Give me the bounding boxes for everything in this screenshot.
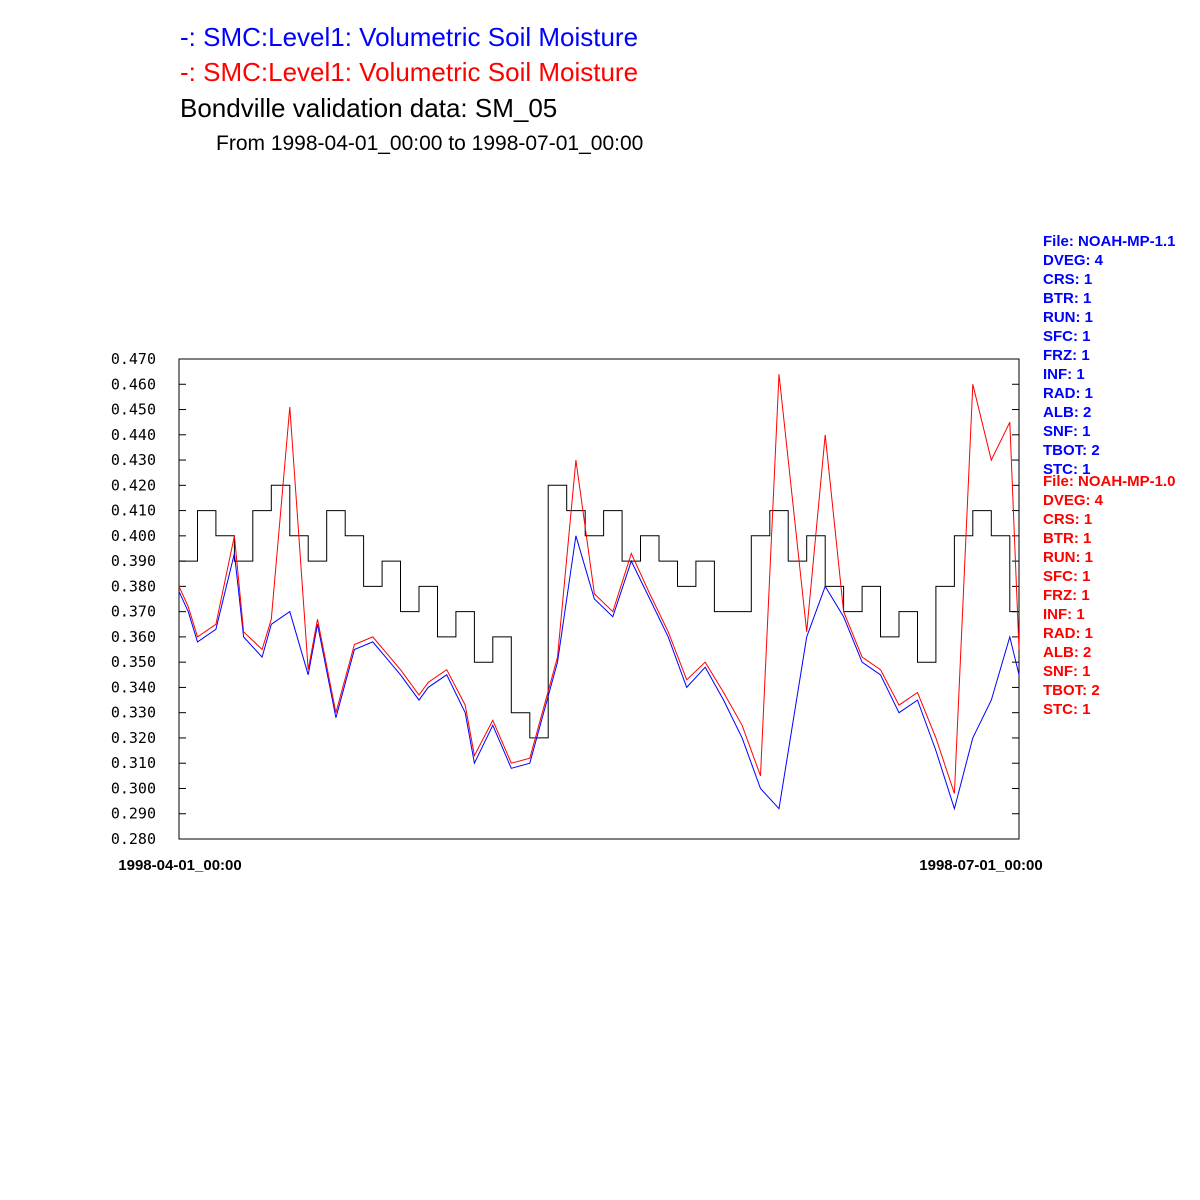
- legend-line: SFC: 1: [1043, 568, 1091, 585]
- y-tick-label: 0.460: [111, 375, 156, 393]
- series-1-title: -: SMC:Level1: Volumetric Soil Moisture: [180, 22, 639, 52]
- legend-line: RUN: 1: [1043, 309, 1094, 326]
- chart-subtitle: From 1998-04-01_00:00 to 1998-07-01_00:0…: [216, 132, 644, 155]
- series-2-title: -: SMC:Level1: Volumetric Soil Moisture: [180, 57, 639, 87]
- y-tick-label: 0.400: [111, 527, 156, 545]
- legend-line: STC: 1: [1043, 701, 1091, 718]
- y-tick-label: 0.420: [111, 476, 156, 494]
- x-tick-label: 1998-04-01_00:00: [118, 857, 241, 874]
- legend-line: CRS: 1: [1043, 271, 1093, 288]
- legend-line: SNF: 1: [1043, 663, 1091, 680]
- legend-line: DVEG: 4: [1043, 492, 1104, 509]
- legend-line: File: NOAH-MP-1.0: [1043, 473, 1176, 490]
- y-tick-label: 0.330: [111, 704, 156, 722]
- legend-line: SNF: 1: [1043, 423, 1091, 440]
- series-line-1: [178, 535, 1020, 811]
- legend-line: RUN: 1: [1043, 549, 1094, 566]
- y-tick-label: 0.360: [111, 628, 156, 646]
- legend-line: ALB: 2: [1043, 644, 1092, 661]
- x-tick-label: 1998-07-01_00:00: [919, 857, 1042, 874]
- legend-line: SFC: 1: [1043, 328, 1091, 345]
- y-tick-label: 0.320: [111, 729, 156, 747]
- legend-line: INF: 1: [1043, 366, 1085, 383]
- series-line-2: [178, 374, 1020, 794]
- legend-line: CRS: 1: [1043, 511, 1093, 528]
- legend-line: RAD: 1: [1043, 385, 1094, 402]
- y-tick-label: 0.290: [111, 805, 156, 823]
- y-tick-label: 0.300: [111, 779, 156, 797]
- y-tick-label: 0.370: [111, 603, 156, 621]
- y-tick-label: 0.340: [111, 678, 156, 696]
- legend-line: BTR: 1: [1043, 290, 1092, 307]
- legend-line: ALB: 2: [1043, 404, 1092, 421]
- legend-line: FRZ: 1: [1043, 587, 1090, 604]
- y-tick-label: 0.350: [111, 653, 156, 671]
- y-tick-label: 0.280: [111, 830, 156, 848]
- legend-line: INF: 1: [1043, 606, 1085, 623]
- y-tick-label: 0.390: [111, 552, 156, 570]
- legend-line: TBOT: 2: [1043, 682, 1100, 699]
- y-tick-label: 0.450: [111, 401, 156, 419]
- y-tick-label: 0.380: [111, 577, 156, 595]
- legend-line: RAD: 1: [1043, 625, 1094, 642]
- legend-line: BTR: 1: [1043, 530, 1092, 547]
- legend-line: File: NOAH-MP-1.1: [1043, 233, 1176, 250]
- y-tick-label: 0.430: [111, 451, 156, 469]
- y-tick-label: 0.310: [111, 754, 156, 772]
- series-line-3: [179, 484, 1020, 739]
- y-tick-label: 0.410: [111, 502, 156, 520]
- legend-line: FRZ: 1: [1043, 347, 1090, 364]
- y-tick-label: 0.440: [111, 426, 156, 444]
- legend-noah-mp-1-0: File: NOAH-MP-1.0 DVEG: 4 CRS: 1 BTR: 1 …: [1043, 472, 1176, 719]
- legend-line: TBOT: 2: [1043, 442, 1100, 459]
- legend-line: STC: 1: [1043, 461, 1091, 478]
- legend-line: DVEG: 4: [1043, 252, 1104, 269]
- chart-title: Bondville validation data: SM_05: [180, 93, 558, 123]
- legend-noah-mp-1-1: File: NOAH-MP-1.1 DVEG: 4 CRS: 1 BTR: 1 …: [1043, 232, 1176, 479]
- y-tick-label: 0.470: [111, 350, 156, 368]
